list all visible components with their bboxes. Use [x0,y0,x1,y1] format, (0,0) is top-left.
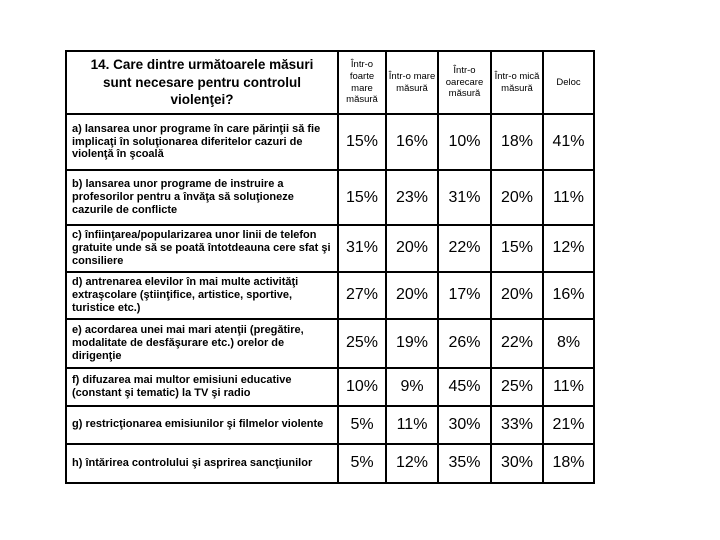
value-cell: 11% [542,366,595,407]
value-cell: 30% [437,404,492,445]
value-cell: 26% [437,317,492,369]
table-row-h: h) întărirea controlului şi asprirea san… [65,442,595,484]
value-cell: 10% [437,113,492,171]
value-cell: 20% [490,169,544,226]
value-cell: 35% [437,442,492,484]
value-cell: 22% [490,317,544,369]
value-cell: 5% [337,404,387,445]
value-cell: 15% [337,113,387,171]
value-cell: 20% [490,270,544,320]
value-cell: 31% [437,169,492,226]
column-header-mare: Într-o mare măsură [385,50,439,115]
row-label-e: e) acordarea unei mai mari atenţii (preg… [65,317,339,369]
value-cell: 30% [490,442,544,484]
table-row-c: c) înfiinţarea/popularizarea unor linii … [65,224,595,273]
value-cell: 41% [542,113,595,171]
table-row-f: f) difuzarea mai multor emisiuni educati… [65,366,595,407]
table-row-b: b) lansarea unor programe de instruire a… [65,169,595,226]
value-cell: 12% [385,442,439,484]
table-row-d: d) antrenarea elevilor în mai multe acti… [65,270,595,320]
value-cell: 8% [542,317,595,369]
value-cell: 10% [337,366,387,407]
value-cell: 17% [437,270,492,320]
value-cell: 22% [437,224,492,273]
row-label-f: f) difuzarea mai multor emisiuni educati… [65,366,339,407]
value-cell: 11% [385,404,439,445]
value-cell: 31% [337,224,387,273]
question-title: 14. Care dintre următoarele măsuri sunt … [65,50,339,115]
row-label-d: d) antrenarea elevilor în mai multe acti… [65,270,339,320]
value-cell: 20% [385,224,439,273]
value-cell: 12% [542,224,595,273]
value-cell: 19% [385,317,439,369]
value-cell: 18% [490,113,544,171]
row-label-b: b) lansarea unor programe de instruire a… [65,169,339,226]
value-cell: 27% [337,270,387,320]
row-label-h: h) întărirea controlului şi asprirea san… [65,442,339,484]
header-row: 14. Care dintre următoarele măsuri sunt … [65,50,595,115]
column-header-mica: Într-o mică măsură [490,50,544,115]
row-label-a: a) lansarea unor programe în care părinţ… [65,113,339,171]
value-cell: 20% [385,270,439,320]
value-cell: 16% [542,270,595,320]
value-cell: 9% [385,366,439,407]
value-cell: 25% [337,317,387,369]
row-label-c: c) înfiinţarea/popularizarea unor linii … [65,224,339,273]
column-header-foarte-mare: Într-o foarte mare măsură [337,50,387,115]
column-header-oarecare: Într-o oarecare măsură [437,50,492,115]
value-cell: 5% [337,442,387,484]
table-row-g: g) restricţionarea emisiunilor şi filmel… [65,404,595,445]
value-cell: 18% [542,442,595,484]
survey-results-table: 14. Care dintre următoarele măsuri sunt … [65,50,595,484]
value-cell: 33% [490,404,544,445]
value-cell: 25% [490,366,544,407]
column-header-deloc: Deloc [542,50,595,115]
value-cell: 23% [385,169,439,226]
value-cell: 21% [542,404,595,445]
table-row-a: a) lansarea unor programe în care părinţ… [65,113,595,171]
value-cell: 45% [437,366,492,407]
value-cell: 15% [337,169,387,226]
value-cell: 11% [542,169,595,226]
row-label-g: g) restricţionarea emisiunilor şi filmel… [65,404,339,445]
value-cell: 15% [490,224,544,273]
value-cell: 16% [385,113,439,171]
table-row-e: e) acordarea unei mai mari atenţii (preg… [65,317,595,369]
